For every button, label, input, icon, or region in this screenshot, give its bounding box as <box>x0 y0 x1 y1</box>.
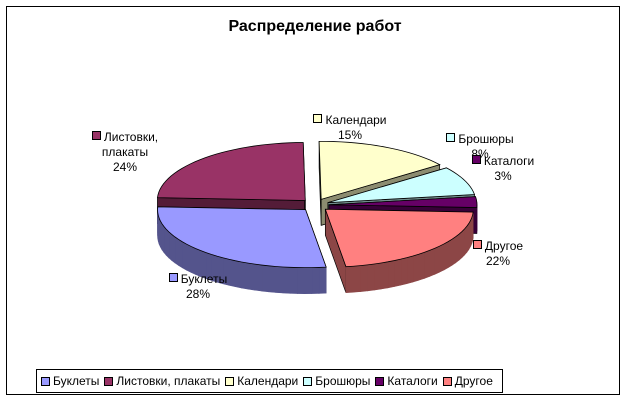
legend-swatch <box>442 376 452 386</box>
slice-side <box>296 267 305 294</box>
legend-swatch <box>225 376 235 386</box>
legend-label: Другое <box>454 374 493 388</box>
label-value: 28% <box>185 287 211 301</box>
legend-swatch <box>375 376 385 386</box>
legend-label: Листовки, плакаты <box>116 374 221 388</box>
slice-side <box>439 243 445 273</box>
legend-item: Каталоги <box>375 374 438 388</box>
chart-frame <box>6 6 620 395</box>
slice-side <box>455 233 460 264</box>
slice-side <box>289 267 298 294</box>
slice-side <box>318 266 327 294</box>
slice-side <box>275 266 284 294</box>
label-category: Календари <box>325 113 387 127</box>
slice-side <box>412 253 420 283</box>
slice-side <box>165 228 170 259</box>
slice-side <box>359 264 368 292</box>
slice-top <box>157 206 327 269</box>
slice-top <box>156 142 306 201</box>
label-swatch <box>471 155 481 164</box>
slice-side <box>423 249 430 279</box>
label-value: 15% <box>337 128 363 142</box>
label-swatch <box>91 131 101 140</box>
legend-swatch <box>104 376 114 386</box>
slice-side <box>447 238 453 269</box>
slice-side <box>373 262 382 291</box>
label-swatch <box>168 273 178 282</box>
label-value: 3% <box>494 169 512 183</box>
label-category: Брошюры <box>458 132 514 146</box>
slice-side <box>387 260 395 289</box>
legend-item: Буклеты <box>41 374 99 388</box>
slice-top <box>324 208 474 268</box>
slice-side <box>268 265 277 293</box>
legend-item: Другое <box>442 374 493 388</box>
label-swatch <box>313 114 323 123</box>
slice-side <box>352 265 361 293</box>
legend-label: Календари <box>237 374 299 388</box>
slice-side <box>181 241 187 271</box>
slice-side <box>345 265 354 294</box>
pie-slice <box>157 206 327 294</box>
slice-side <box>171 233 176 264</box>
legend-swatch <box>41 376 50 386</box>
legend-item: Листовки, плакаты <box>104 374 220 388</box>
legend-label: Брошюры <box>315 374 371 388</box>
legend-swatch <box>303 376 313 386</box>
slice-top <box>318 140 441 200</box>
slice-side <box>443 241 449 271</box>
slice-side <box>178 238 183 269</box>
label-value: 22% <box>485 254 511 268</box>
label-category: Листовки, плакаты <box>101 130 159 159</box>
label-swatch <box>472 240 482 249</box>
slice-side <box>254 263 263 292</box>
slice-side <box>434 245 440 275</box>
slice-side <box>406 255 414 285</box>
slice-side <box>394 258 402 287</box>
legend: Буклеты Листовки, плакаты Календари Брошюры… <box>36 369 503 393</box>
data-label: Другое 22% <box>463 239 533 269</box>
label-value: 24% <box>112 160 138 174</box>
slice-side <box>400 257 408 286</box>
legend-label: Каталоги <box>387 374 438 388</box>
slice-top <box>328 196 478 208</box>
data-label: Каталоги 3% <box>468 154 538 184</box>
slice-side <box>186 243 192 273</box>
slice-side <box>458 230 463 261</box>
slice-side <box>380 261 389 290</box>
pie-slice <box>324 208 474 294</box>
label-category: Каталоги <box>483 154 535 168</box>
slice-side <box>282 266 291 294</box>
legend-item: Брошюры <box>303 374 370 388</box>
data-label: Листовки, плакаты 24% <box>80 130 170 175</box>
chart-title: Распределение работ <box>228 18 402 35</box>
slice-side <box>241 261 249 290</box>
slice-side <box>311 267 320 294</box>
slice-side <box>163 225 167 256</box>
slice-side <box>174 236 179 266</box>
legend-label: Буклеты <box>53 374 100 388</box>
data-label: Буклеты 28% <box>168 272 228 302</box>
data-label: Календари 15% <box>305 113 395 143</box>
slice-top <box>327 167 476 203</box>
slice-side <box>418 251 425 281</box>
slice-side <box>429 247 435 277</box>
slice-side <box>228 258 236 288</box>
legend-item: Календари <box>225 374 298 388</box>
label-category: Буклеты <box>180 272 228 286</box>
slice-side <box>168 231 172 262</box>
label-swatch <box>446 133 456 142</box>
slice-side <box>247 262 256 291</box>
slice-side <box>261 264 270 293</box>
slice-side <box>234 260 242 289</box>
slice-side <box>367 263 375 292</box>
slice-side <box>190 245 196 275</box>
slice-side <box>451 236 457 266</box>
slice-side <box>304 267 313 294</box>
label-category: Другое <box>484 239 524 253</box>
